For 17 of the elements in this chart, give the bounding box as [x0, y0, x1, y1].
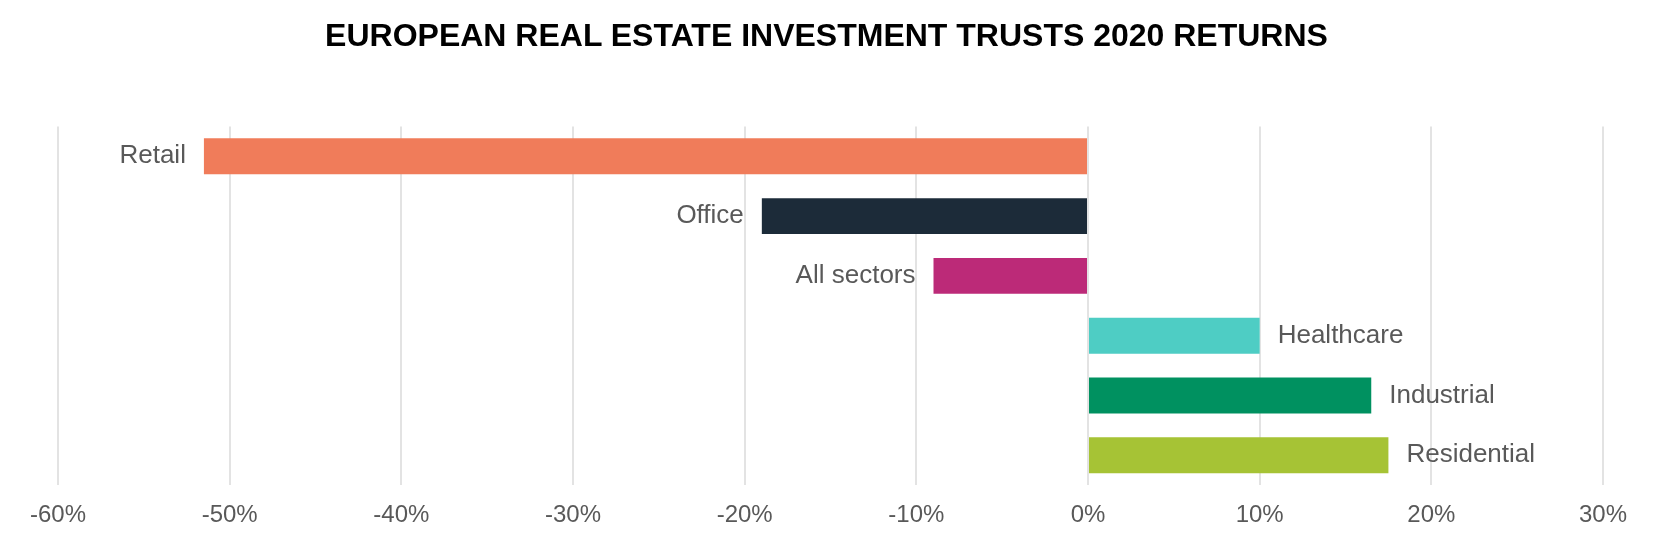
y-tick-label: Industrial — [1389, 378, 1495, 409]
x-tick-label: -50% — [201, 500, 258, 528]
x-tick-label: 20% — [1407, 500, 1456, 528]
y-tick-label: Retail — [119, 139, 186, 170]
y-tick-label: Residential — [1406, 438, 1536, 469]
y-tick-label: Healthcare — [1277, 318, 1404, 349]
chart-title: EUROPEAN REAL ESTATE INVESTMENT TRUSTS 2020 RETURNS — [325, 17, 1328, 54]
x-tick-label: -30% — [544, 500, 602, 528]
x-tick-label: 0% — [1070, 500, 1106, 528]
x-tick-label: 30% — [1578, 500, 1628, 528]
x-tick-label: -60% — [29, 500, 87, 528]
x-tick-label: -40% — [373, 500, 430, 528]
x-tick-label: -20% — [716, 500, 773, 528]
y-tick-label: All sectors — [795, 259, 916, 290]
x-tick-label: 10% — [1235, 500, 1284, 528]
y-tick-label: Office — [676, 199, 744, 230]
x-tick-label: -10% — [888, 500, 945, 528]
